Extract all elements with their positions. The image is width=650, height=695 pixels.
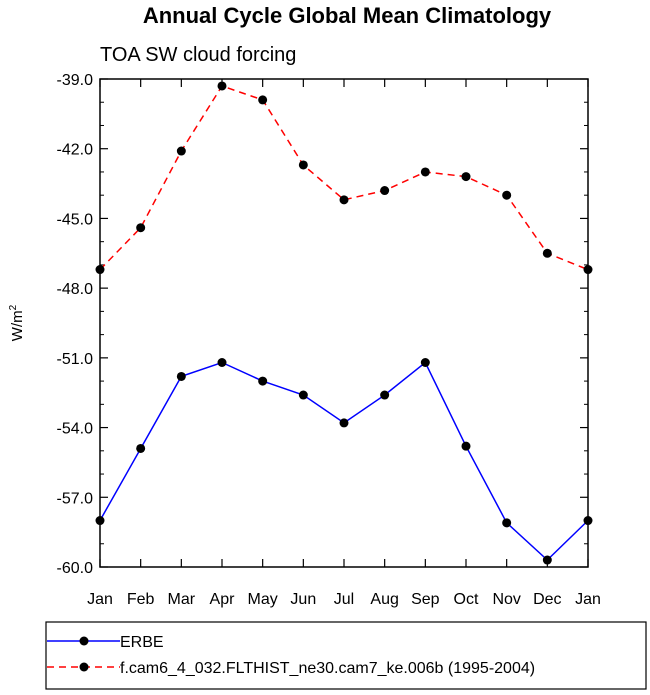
data-point-series-0 bbox=[502, 518, 512, 528]
y-axis-label: W/m2 bbox=[8, 304, 26, 341]
data-point-series-0 bbox=[298, 390, 308, 400]
x-tick-label: Feb bbox=[127, 591, 155, 608]
x-tick-label: Jan bbox=[87, 591, 113, 608]
legend-marker-erbe bbox=[79, 636, 89, 646]
x-tick-label: Jun bbox=[290, 591, 316, 608]
legend-box bbox=[45, 621, 647, 690]
data-point-series-1 bbox=[502, 190, 512, 200]
tick-marks bbox=[99, 78, 589, 568]
legend: ERBE f.cam6_4_032.FLTHIST_ne30.cam7_ke.0… bbox=[45, 621, 647, 690]
y-tick-label: -57.0 bbox=[57, 490, 94, 507]
data-point-series-1 bbox=[420, 167, 430, 177]
legend-label-model: f.cam6_4_032.FLTHIST_ne30.cam7_ke.006b (… bbox=[120, 660, 535, 677]
y-tick-label: -51.0 bbox=[57, 351, 94, 368]
x-tick-label: Aug bbox=[370, 591, 398, 608]
x-tick-label: May bbox=[248, 591, 278, 608]
x-tick-label: Jul bbox=[334, 591, 354, 608]
chart-title: Annual Cycle Global Mean Climatology bbox=[143, 3, 552, 28]
data-point-series-1 bbox=[542, 248, 552, 258]
x-tick-label: Dec bbox=[533, 591, 561, 608]
data-point-series-1 bbox=[176, 146, 186, 156]
data-point-series-1 bbox=[136, 223, 146, 233]
legend-marker-model bbox=[79, 662, 89, 672]
x-tick-label: Oct bbox=[454, 591, 479, 608]
plot-frame bbox=[99, 78, 589, 568]
data-point-series-0 bbox=[339, 418, 349, 428]
data-point-series-1 bbox=[380, 186, 390, 196]
data-point-series-0 bbox=[258, 376, 268, 386]
x-tick-label: Apr bbox=[210, 591, 236, 608]
series-layer bbox=[95, 81, 593, 565]
data-point-series-0 bbox=[136, 443, 146, 453]
data-point-series-1 bbox=[339, 195, 349, 205]
y-tick-labels: -39.0 -42.0 -45.0 -48.0 -51.0 -54.0 -57.0 -60.0 bbox=[57, 72, 94, 577]
data-point-series-0 bbox=[420, 358, 430, 368]
legend-label-erbe: ERBE bbox=[120, 634, 164, 651]
data-point-series-0 bbox=[176, 371, 186, 381]
x-tick-label: Sep bbox=[411, 591, 440, 608]
data-point-series-1 bbox=[258, 95, 268, 105]
x-tick-label: Mar bbox=[168, 591, 196, 608]
x-tick-labels: Jan Feb Mar Apr May Jun Jul Aug Sep Oct Nov Dec Jan bbox=[87, 591, 601, 608]
y-tick-label: -54.0 bbox=[57, 421, 94, 438]
y-tick-label: -39.0 bbox=[57, 72, 94, 89]
data-point-series-0 bbox=[217, 358, 227, 368]
series-line-0 bbox=[99, 361, 589, 562]
x-tick-label: Nov bbox=[492, 591, 520, 608]
y-tick-label: -48.0 bbox=[57, 281, 94, 298]
y-tick-label: -45.0 bbox=[57, 211, 94, 228]
data-point-series-0 bbox=[461, 441, 471, 451]
data-point-series-1 bbox=[298, 160, 308, 170]
series-line-1 bbox=[99, 85, 589, 271]
x-tick-label: Jan bbox=[575, 591, 601, 608]
data-point-series-0 bbox=[380, 390, 390, 400]
y-tick-label: -60.0 bbox=[57, 560, 94, 577]
data-point-series-0 bbox=[542, 555, 552, 565]
y-tick-label: -42.0 bbox=[57, 142, 94, 159]
data-point-series-1 bbox=[217, 81, 227, 91]
chart-subtitle: TOA SW cloud forcing bbox=[100, 44, 296, 66]
data-point-series-1 bbox=[461, 172, 471, 182]
